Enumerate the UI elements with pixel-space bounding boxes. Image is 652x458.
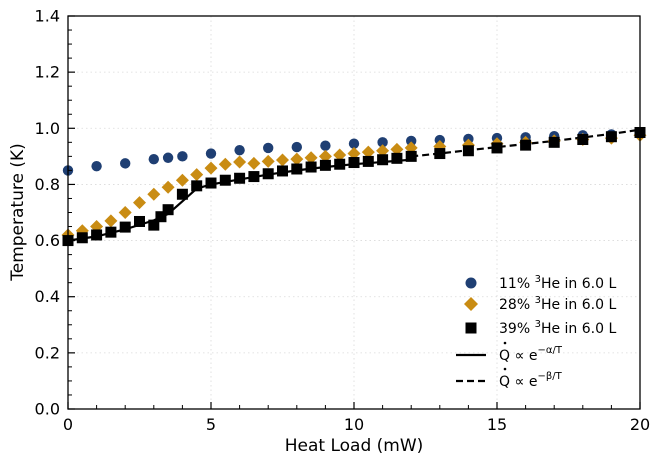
data-point-diamond <box>190 168 204 182</box>
legend: 11% 3He in 6.0 L 28% 3He in 6.0 L 39% 3H… <box>456 274 616 390</box>
data-point-circle <box>263 142 274 154</box>
data-point-diamond <box>147 187 161 201</box>
y-tick-label: 0.6 <box>35 231 60 250</box>
data-point-square <box>162 204 174 216</box>
y-tick-label: 0.4 <box>35 287 60 306</box>
data-point-square <box>405 150 417 162</box>
data-point-square <box>548 136 560 148</box>
data-point-square <box>291 163 303 175</box>
legend-qdot-alpha <box>503 341 507 345</box>
data-point-square <box>205 177 217 189</box>
x-tick-label: 15 <box>487 415 507 434</box>
legend-label-alpha-fit: Q ∝ e−α/T <box>499 345 563 364</box>
data-point-circle <box>234 144 245 156</box>
legend-marker-11pct <box>465 277 477 289</box>
data-point-diamond <box>390 142 404 156</box>
x-tick-label: 0 <box>63 415 73 434</box>
data-point-square <box>234 172 246 184</box>
x-tick-label: 10 <box>344 415 364 434</box>
legend-marker-28pct <box>464 297 478 311</box>
data-point-square <box>191 180 203 192</box>
data-point-circle <box>205 148 217 159</box>
data-point-diamond <box>361 145 375 159</box>
legend-label-39pct: 39% 3He in 6.0 L <box>499 319 616 337</box>
data-point-diamond <box>318 149 332 163</box>
axis-ticks <box>67 15 641 410</box>
data-point-square <box>319 159 331 171</box>
data-point-square <box>334 158 346 170</box>
y-tick-label: 1.2 <box>35 63 60 82</box>
x-axis-title: Heat Load (mW) <box>285 436 424 456</box>
x-tick-label: 5 <box>206 415 216 434</box>
data-point-square <box>391 152 403 164</box>
data-point-circle <box>177 151 188 162</box>
x-tick-label: 20 <box>630 415 650 434</box>
data-point-square <box>105 226 117 238</box>
fit-line-solid <box>67 158 412 242</box>
data-point-square <box>91 229 103 241</box>
data-point-diamond <box>347 147 361 161</box>
data-point-square <box>520 139 532 151</box>
data-point-square <box>219 174 231 186</box>
data-point-square <box>248 171 260 183</box>
legend-label-28pct: 28% 3He in 6.0 L <box>499 295 616 313</box>
data-point-diamond <box>233 155 247 169</box>
legend-qdot-beta <box>503 367 507 371</box>
data-point-circle <box>348 138 360 149</box>
data-point-diamond <box>304 151 318 165</box>
data-point-circle <box>162 152 174 163</box>
data-point-diamond <box>175 173 189 187</box>
data-point-circle <box>320 140 331 151</box>
data-point-diamond <box>290 152 304 166</box>
data-point-diamond <box>204 161 218 175</box>
y-tick-label: 1.0 <box>35 119 60 138</box>
data-point-diamond <box>161 180 175 194</box>
data-point-diamond <box>376 144 390 158</box>
data-point-diamond <box>218 157 232 171</box>
data-point-square <box>605 131 617 143</box>
tick-labels: 0 5 10 15 20 0.0 0.2 0.4 0.6 0.8 1.0 1.2 1.4 <box>35 7 651 435</box>
data-point-square <box>148 219 160 231</box>
data-point-circle <box>406 135 417 147</box>
data-point-square <box>348 157 360 169</box>
legend-label-beta-fit: Q ∝ e−β/T <box>499 371 563 390</box>
data-point-square <box>277 165 288 177</box>
series-2 <box>62 126 646 247</box>
data-point-diamond <box>333 148 347 162</box>
data-point-square <box>134 215 145 227</box>
data-point-square <box>305 161 317 173</box>
data-point-square <box>577 134 589 146</box>
data-point-square <box>434 148 446 160</box>
data-point-circle <box>377 137 388 148</box>
data-point-diamond <box>276 153 289 167</box>
data-point-diamond <box>247 156 261 170</box>
y-axis-title: Temperature (K) <box>8 143 28 282</box>
data-point-circle <box>91 160 102 172</box>
data-point-square <box>155 211 167 223</box>
legend-marker-39pct <box>465 322 477 334</box>
data-point-diamond <box>133 196 146 210</box>
data-point-square <box>377 154 389 166</box>
data-point-square <box>119 221 131 233</box>
data-point-square <box>491 142 503 154</box>
data-point-square <box>362 155 374 167</box>
legend-label-11pct: 11% 3He in 6.0 L <box>499 274 616 292</box>
data-point-diamond <box>118 206 132 219</box>
y-tick-label: 0.8 <box>35 175 60 194</box>
data-point-diamond <box>104 214 118 228</box>
data-point-circle <box>120 158 131 169</box>
data-point-square <box>176 188 188 200</box>
y-tick-label: 0.2 <box>35 343 60 362</box>
data-point-diamond <box>261 154 275 168</box>
y-tick-label: 0.0 <box>35 400 60 419</box>
data-point-square <box>76 232 88 244</box>
data-point-circle <box>148 153 159 165</box>
data-point-square <box>462 145 474 157</box>
y-tick-label: 1.4 <box>35 7 60 26</box>
data-point-circle <box>291 141 302 153</box>
data-point-square <box>262 168 274 180</box>
